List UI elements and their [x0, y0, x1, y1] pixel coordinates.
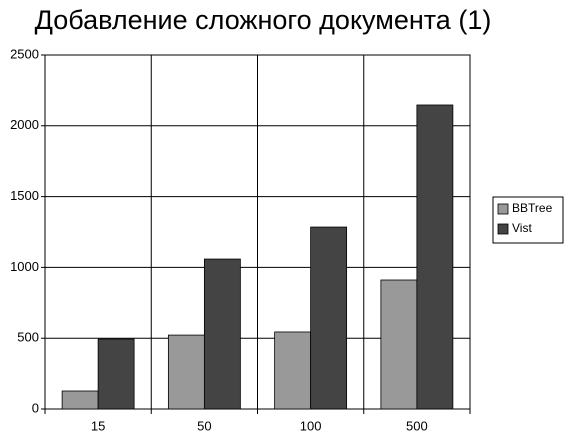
- x-tick-label: 50: [197, 418, 211, 433]
- y-tick-label: 1000: [10, 259, 39, 274]
- legend-box: [492, 196, 564, 244]
- x-tick-label: 500: [406, 418, 428, 433]
- bar: [61, 390, 99, 410]
- legend-swatch: [497, 203, 509, 215]
- y-tick-label: 2500: [10, 46, 39, 61]
- legend-swatch: [497, 223, 509, 235]
- legend-label: Vist: [512, 221, 532, 235]
- chart-title: Добавление сложного документа (1): [35, 5, 492, 35]
- bar: [97, 338, 135, 410]
- legend-label: BBTree: [512, 201, 553, 215]
- bar: [203, 258, 241, 410]
- bar: [380, 279, 418, 410]
- y-tick-label: 1500: [10, 188, 39, 203]
- y-tick-label: 500: [17, 330, 39, 345]
- bar: [310, 226, 348, 410]
- y-tick-label: 2000: [10, 117, 39, 132]
- bar: [274, 331, 312, 410]
- bar: [416, 104, 454, 410]
- x-tick-label: 100: [300, 418, 322, 433]
- y-tick-label: 0: [32, 400, 39, 415]
- bar: [167, 334, 205, 410]
- x-tick-label: 15: [91, 418, 105, 433]
